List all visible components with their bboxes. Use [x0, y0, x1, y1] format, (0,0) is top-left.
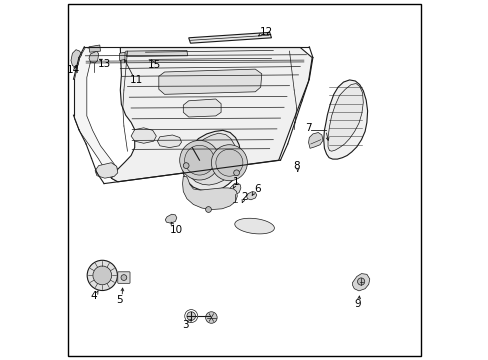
Circle shape: [87, 260, 117, 291]
Circle shape: [215, 149, 243, 176]
Circle shape: [179, 140, 219, 180]
Polygon shape: [71, 50, 81, 68]
Text: 15: 15: [147, 60, 161, 70]
Polygon shape: [75, 48, 120, 182]
Text: 7: 7: [305, 123, 311, 133]
Polygon shape: [182, 176, 237, 210]
Text: 11: 11: [130, 75, 143, 85]
Polygon shape: [120, 52, 125, 60]
Polygon shape: [95, 163, 118, 178]
Text: 14: 14: [67, 65, 80, 75]
Text: 8: 8: [293, 161, 300, 171]
Text: 2: 2: [241, 192, 247, 202]
Text: 13: 13: [98, 59, 111, 69]
Polygon shape: [157, 135, 181, 148]
FancyBboxPatch shape: [118, 272, 130, 283]
Polygon shape: [89, 51, 99, 63]
Polygon shape: [352, 274, 369, 291]
Circle shape: [233, 170, 239, 176]
Text: 1: 1: [233, 177, 240, 187]
Text: 10: 10: [170, 225, 183, 235]
Polygon shape: [246, 192, 256, 200]
Circle shape: [205, 312, 217, 323]
Polygon shape: [186, 133, 236, 185]
Text: 5: 5: [116, 294, 122, 305]
Polygon shape: [125, 50, 187, 57]
Circle shape: [186, 312, 195, 320]
Circle shape: [184, 145, 214, 175]
Polygon shape: [188, 32, 271, 43]
Polygon shape: [159, 69, 261, 94]
Text: 9: 9: [354, 299, 361, 309]
Polygon shape: [229, 183, 241, 194]
Polygon shape: [111, 48, 311, 182]
Polygon shape: [308, 132, 322, 148]
Circle shape: [357, 278, 364, 285]
Text: 12: 12: [259, 27, 272, 37]
Circle shape: [211, 145, 247, 181]
Polygon shape: [327, 84, 363, 151]
Text: 3: 3: [182, 320, 188, 330]
Text: 4: 4: [90, 291, 97, 301]
Polygon shape: [234, 218, 274, 234]
Polygon shape: [131, 128, 156, 143]
Polygon shape: [183, 99, 221, 117]
Circle shape: [121, 275, 126, 280]
Text: 6: 6: [253, 184, 260, 194]
Circle shape: [93, 266, 111, 285]
Polygon shape: [182, 130, 241, 191]
Circle shape: [205, 207, 211, 212]
Circle shape: [183, 163, 189, 168]
Polygon shape: [89, 45, 101, 52]
Polygon shape: [323, 80, 367, 159]
Polygon shape: [165, 214, 177, 223]
